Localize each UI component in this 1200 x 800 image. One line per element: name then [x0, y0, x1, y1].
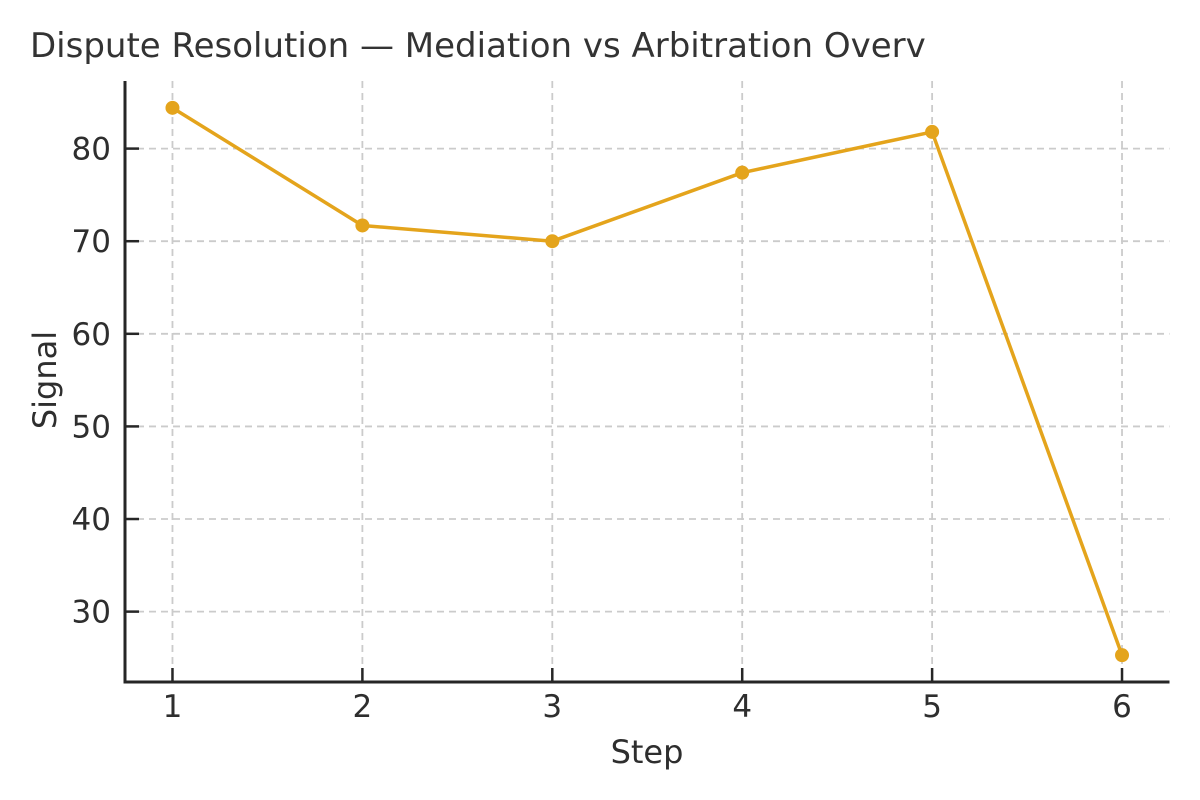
- x-axis-label: Step: [611, 733, 684, 771]
- series-layer: [165, 100, 1130, 663]
- y-tick-label: 50: [72, 409, 111, 445]
- x-tick-label: 5: [922, 689, 942, 725]
- data-point: [545, 234, 560, 249]
- data-point: [165, 100, 180, 115]
- data-point: [735, 165, 750, 180]
- y-tick-label: 30: [72, 595, 111, 631]
- grid-layer: [125, 81, 1170, 682]
- x-tick-label: 2: [353, 689, 373, 725]
- data-point: [1115, 648, 1130, 663]
- series-line: [170, 106, 1124, 657]
- y-tick-label: 80: [72, 132, 111, 168]
- chart-title: Dispute Resolution — Mediation vs Arbitr…: [30, 26, 926, 66]
- y-tick-label: 70: [72, 224, 111, 260]
- data-point: [355, 218, 370, 233]
- axes-layer: 30 40 50 60 70 80 1 2 3 4 5 6: [72, 81, 1170, 725]
- x-tick-label: 6: [1112, 689, 1132, 725]
- data-point: [925, 124, 940, 139]
- x-tick-label: 4: [732, 689, 752, 725]
- x-tick-label: 3: [542, 689, 562, 725]
- x-tick-label: 1: [163, 689, 183, 725]
- y-tick-label: 60: [72, 317, 111, 353]
- y-axis-label: Signal: [26, 331, 64, 429]
- y-tick-label: 40: [72, 502, 111, 538]
